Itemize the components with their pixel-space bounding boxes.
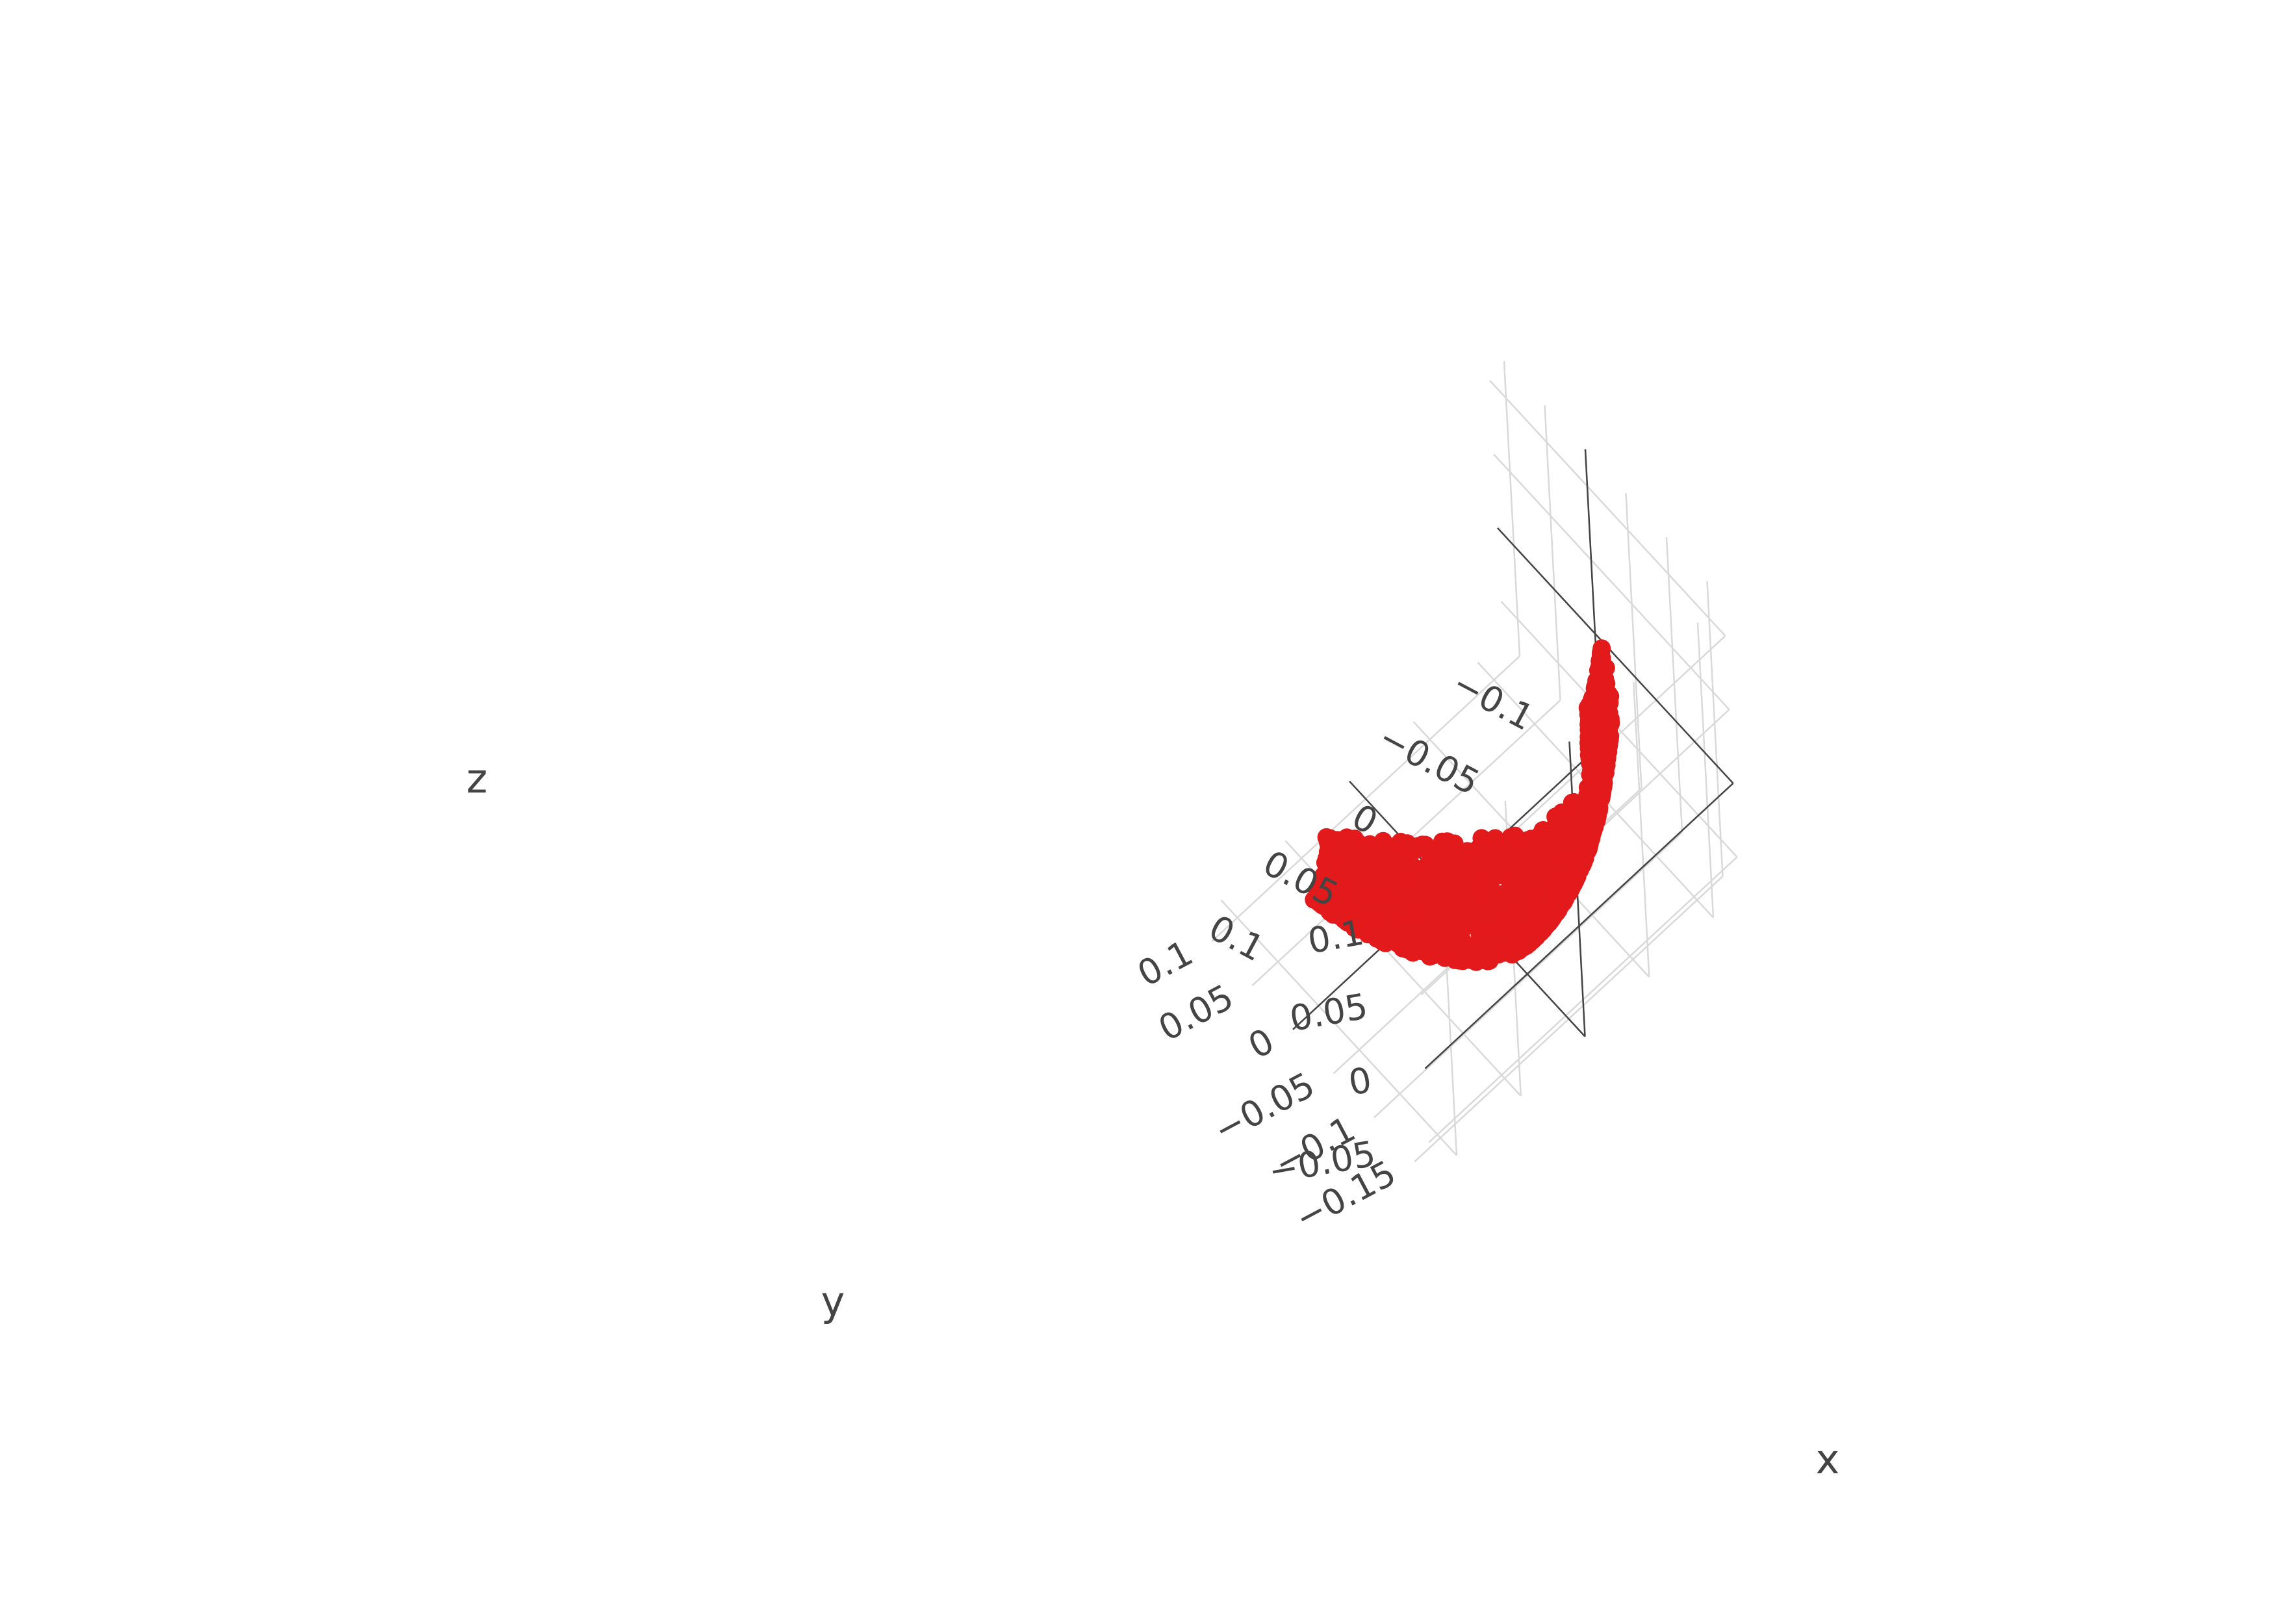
gridline-y-wall bbox=[1503, 361, 1521, 657]
z-tick-label: 0.1 bbox=[1305, 912, 1367, 962]
scatter-point bbox=[1503, 945, 1522, 964]
z-axis-title: z bbox=[466, 755, 488, 802]
points-layer bbox=[1305, 639, 1620, 971]
x-tick-label: −0.1 bbox=[1446, 663, 1540, 739]
gridline-z-wall-y bbox=[1489, 379, 1726, 637]
gridline-y-wall bbox=[1665, 537, 1683, 833]
y-tick-label: 0.1 bbox=[1131, 932, 1199, 995]
z-tick-label: 0.05 bbox=[1286, 985, 1370, 1039]
zero-line-z-wall bbox=[1497, 527, 1734, 784]
x-tick-label: 0.1 bbox=[1202, 907, 1270, 969]
x-tick-label: −0.05 bbox=[1372, 717, 1487, 803]
y-axis-title: y bbox=[821, 1278, 845, 1325]
gridline-y-wall bbox=[1544, 405, 1561, 700]
x-axis-title: x bbox=[1816, 1436, 1840, 1483]
y-tick-label: 0 bbox=[1242, 1021, 1281, 1067]
gridline-x-wall bbox=[1696, 622, 1715, 918]
scatter-point bbox=[1376, 933, 1395, 952]
gridline-z-wall-y bbox=[1493, 453, 1730, 711]
zero-line-z-wall bbox=[1424, 782, 1734, 1069]
z-tick-label: 0 bbox=[1346, 1059, 1375, 1104]
scatter-point bbox=[1420, 947, 1439, 966]
gridline-x-floor bbox=[1220, 899, 1457, 1156]
gridline-z-wall-y bbox=[1501, 601, 1738, 858]
y-tick-label: 0.05 bbox=[1152, 976, 1240, 1049]
gridline-y-wall bbox=[1706, 581, 1724, 876]
scatter-point bbox=[1403, 943, 1422, 962]
gridline-y-wall bbox=[1625, 493, 1642, 789]
gridline-x-wall bbox=[1633, 682, 1650, 978]
scatter-point bbox=[1453, 952, 1472, 971]
scatter-point bbox=[1467, 952, 1485, 971]
